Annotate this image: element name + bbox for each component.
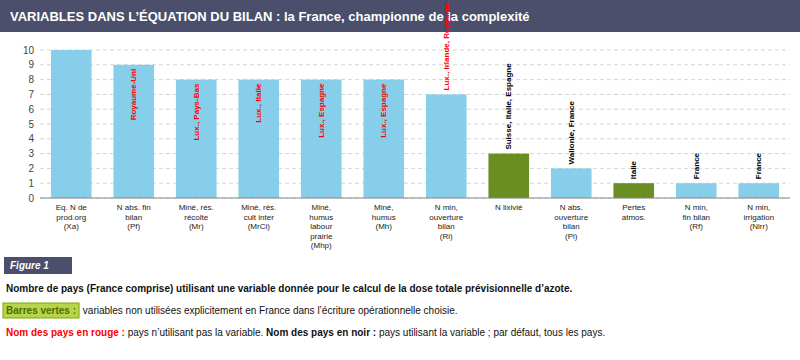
- x-tick-label: N lixivié: [495, 203, 523, 212]
- bar: [363, 80, 404, 198]
- caption-line: Nom des pays en rouge : pays n’utilisant…: [6, 327, 605, 338]
- title: VARIABLES DANS L’ÉQUATION DU BILAN : la …: [10, 9, 530, 24]
- chart: VARIABLES DANS L’ÉQUATION DU BILAN : la …: [0, 0, 800, 360]
- bar: [238, 80, 279, 198]
- bar-annotation: Lux., Irlande, Royaume-Uni: [442, 0, 451, 90]
- bar-annotation: Suisse, Italie, Espagne: [504, 63, 513, 150]
- y-tick-label: 8: [28, 74, 34, 85]
- bar: [613, 183, 654, 198]
- caption-box: [3, 303, 79, 318]
- x-tick-label: N min,fin bilan(Rf): [682, 203, 710, 231]
- x-tick-label: Miné, rés.cult inter(MrCi): [241, 203, 276, 231]
- y-tick-label: 4: [28, 133, 34, 144]
- caption-text: pays utilisant la variable ; par défaut,…: [376, 327, 605, 338]
- caption-text: pays n’utilisant pas la variable.: [125, 327, 266, 338]
- grid-line: [40, 50, 790, 51]
- y-tick-label: 7: [28, 89, 34, 100]
- grid: [40, 50, 790, 198]
- grid-line: [40, 198, 790, 199]
- bar-annotation: Lux., Espagne: [317, 83, 326, 138]
- bar: [426, 94, 467, 198]
- bar: [676, 183, 717, 198]
- y-tick-label: 3: [28, 148, 34, 159]
- y-tick-label: 10: [23, 45, 35, 56]
- y-tick-label: 1: [28, 178, 34, 189]
- y-tick-label: 2: [28, 163, 34, 174]
- bar: [551, 168, 592, 198]
- caption-text: Nom des pays en noir :: [266, 327, 376, 338]
- x-tick-label: N min,ouverturebilan(Ri): [429, 203, 463, 241]
- y-tick-label: 9: [28, 59, 34, 70]
- bar-annotation: Lux., Espagne: [379, 83, 388, 138]
- caption-text: Nombre de pays (France comprise) utilisa…: [6, 283, 572, 294]
- figure-label-box: [4, 257, 72, 274]
- bar: [738, 183, 779, 198]
- x-tick-label: Miné,humuslabourprairie(Mhp): [309, 203, 333, 250]
- x-tick-label: N abs.ouverturebilan(Pi): [554, 203, 588, 241]
- caption-text: variables non utilisées explicitement en…: [80, 305, 457, 316]
- x-tick-label: Miné, rés.récolte(Mr): [179, 203, 214, 231]
- title-bar: [0, 0, 800, 32]
- bar-annotation: Royaume-Uni: [129, 69, 138, 121]
- x-tick-label: N abs. finbilan(Pf): [117, 203, 151, 231]
- caption-text: Nom des pays en rouge :: [6, 327, 125, 338]
- bar: [176, 80, 217, 198]
- x-tick-label: N min,irrigation(Nirr): [743, 203, 774, 231]
- bar: [113, 65, 154, 198]
- y-tick-label: 5: [28, 119, 34, 130]
- bar-annotation: Italie: [629, 160, 638, 179]
- y-tick-label: 6: [28, 104, 34, 115]
- bar-annotation: Lux., Italie: [254, 83, 263, 123]
- caption-line: Nombre de pays (France comprise) utilisa…: [6, 283, 572, 294]
- bar-annotation: Wallonie, France: [567, 101, 576, 165]
- caption-line: Barres vertes : variables non utilisées …: [3, 303, 457, 318]
- x-tick-label: Pertesatmos.: [622, 203, 646, 222]
- figure-label: Figure 1: [10, 260, 49, 271]
- x-tick-label: Eq. N deprod.org(Xa): [56, 203, 88, 231]
- bar-annotation: France: [754, 152, 763, 179]
- y-tick-label: 0: [28, 193, 34, 204]
- x-axis-line: [40, 198, 790, 199]
- bar-annotation: France: [692, 152, 701, 179]
- x-tick-label: Miné,humus(Mh): [372, 203, 396, 231]
- bars: [51, 50, 779, 198]
- bar-annotation: Lux., Pays-Bas: [192, 83, 201, 140]
- bar: [301, 80, 342, 198]
- caption-text: Barres vertes :: [6, 305, 76, 316]
- bar: [51, 50, 92, 198]
- bar: [488, 154, 529, 198]
